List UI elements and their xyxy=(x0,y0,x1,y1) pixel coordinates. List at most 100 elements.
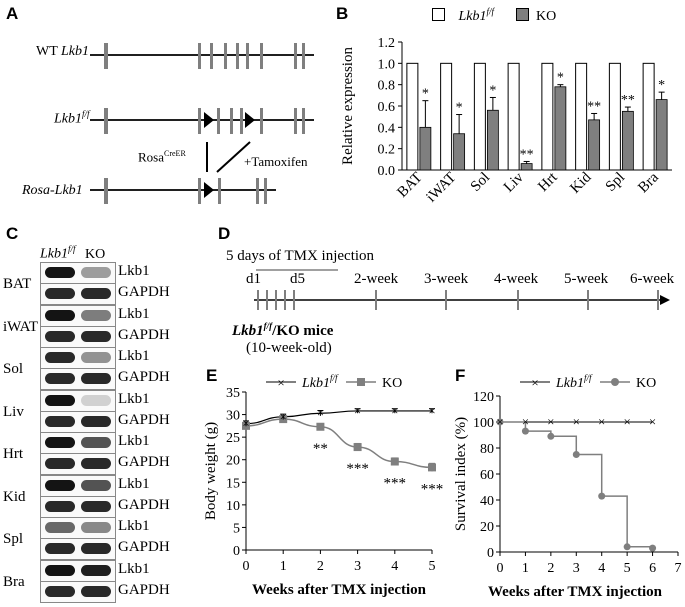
floxed-gene-line xyxy=(90,108,314,134)
y-tick-label: 10 xyxy=(226,499,240,514)
blot-header: Lkb1f/f KO xyxy=(40,244,106,262)
timeline-d5: d5 xyxy=(290,271,305,287)
deleted-gene-line xyxy=(90,178,276,204)
mice-age: (10-week-old) xyxy=(246,340,332,356)
point-ff: × xyxy=(354,403,361,418)
x-tick-label: 2 xyxy=(317,559,324,574)
x-axis-label: Weeks after TMX injection xyxy=(252,582,427,598)
blot-label-GAPDH: GAPDH xyxy=(118,496,170,513)
significance-Kid: ** xyxy=(587,99,601,114)
significance-Hrt: * xyxy=(557,71,564,86)
point-ko xyxy=(547,432,555,440)
y-tick-label: 35 xyxy=(226,386,240,401)
timeline-week-5: 5-week xyxy=(564,271,609,287)
significance-Liv: ** xyxy=(520,147,534,162)
blot-band-ff xyxy=(45,585,75,597)
blot-band-ko xyxy=(81,288,111,299)
legend-ko-marker xyxy=(357,378,365,386)
wt-label: WT Lkb1 xyxy=(36,44,90,59)
timeline-week-6: 6-week xyxy=(630,271,675,287)
y-axis-label: Body weight (g) xyxy=(203,422,219,520)
x-tick-label: 5 xyxy=(429,559,436,574)
category-label-Kid: Kid xyxy=(567,169,595,197)
legend-ko-label: KO xyxy=(536,8,557,24)
y-axis-label: Survival index (%) xyxy=(453,417,469,531)
x-axis-label: Weeks after TMX injection xyxy=(488,584,663,600)
tamoxifen-label: +Tamoxifen xyxy=(244,154,308,169)
blot-tissue-Liv: Liv xyxy=(3,403,24,420)
blot-band-ff xyxy=(45,267,75,278)
significance: *** xyxy=(384,476,407,492)
blot-band-ff xyxy=(45,479,75,491)
blot-band-ff xyxy=(45,543,75,554)
y-tick-label: 20 xyxy=(480,520,494,535)
x-tick-label: 2 xyxy=(547,561,554,576)
blot-tissue-Sol: Sol xyxy=(3,361,24,377)
category-label-Hrt: Hrt xyxy=(535,169,561,195)
point-ko xyxy=(390,457,399,466)
blot-Spl-Lkb1 xyxy=(40,517,116,539)
blot-Sol-GAPDH xyxy=(40,368,116,390)
bar-ko-Hrt xyxy=(554,86,567,171)
blot-band-ff xyxy=(45,522,75,533)
y-tick-label: 40 xyxy=(480,494,494,509)
blot-band-ko xyxy=(81,564,111,576)
x-tick-label: 1 xyxy=(522,561,529,576)
category-label-Sol: Sol xyxy=(468,170,493,195)
blot-Liv-Lkb1 xyxy=(40,389,116,412)
blot-Bra-Lkb1 xyxy=(40,559,116,582)
significance-BAT: * xyxy=(422,87,429,102)
blot-BAT-Lkb1 xyxy=(40,262,116,284)
blot-label-GAPDH: GAPDH xyxy=(118,454,170,470)
blot-tissue-Hrt: Hrt xyxy=(3,446,23,462)
y-tick-label: 0.4 xyxy=(378,121,396,136)
blot-label-GAPDH: GAPDH xyxy=(118,411,170,428)
blot-label-Lkb1: Lkb1 xyxy=(118,390,150,407)
blot-band-ko xyxy=(81,352,111,363)
panel-label-f: F xyxy=(455,366,466,385)
legend-ko-label: KO xyxy=(382,376,402,391)
blot-band-ko xyxy=(81,458,111,469)
y-tick-label: 60 xyxy=(480,468,494,483)
significance: *** xyxy=(421,481,444,497)
panel-label-e: E xyxy=(206,366,218,385)
panel-label-c: C xyxy=(6,224,19,243)
point-ko xyxy=(572,451,580,458)
blot-band-ff xyxy=(45,330,75,342)
blot-band-ko xyxy=(81,585,111,597)
blot-iWAT-Lkb1 xyxy=(40,304,116,327)
point-ko xyxy=(353,443,362,452)
point-ff: × xyxy=(428,403,435,418)
x-tick-label: 4 xyxy=(391,559,398,574)
y-tick-label: 0.6 xyxy=(378,100,396,115)
bar-ff-Liv xyxy=(507,62,520,171)
blot-label-Lkb1: Lkb1 xyxy=(118,263,150,279)
point-ff: × xyxy=(522,414,529,429)
bar-ff-BAT xyxy=(406,62,419,171)
series-line-ko xyxy=(245,418,433,469)
significance-Sol: * xyxy=(489,83,496,98)
x-tick-label: 0 xyxy=(497,561,504,576)
legend-ko-label: KO xyxy=(636,376,656,391)
blot-Bra-GAPDH xyxy=(40,580,116,603)
y-tick-label: 100 xyxy=(473,416,494,431)
point-ff: × xyxy=(598,414,605,429)
bar-ff-Bra xyxy=(642,62,655,171)
significance-iWAT: * xyxy=(456,101,463,116)
y-tick-label: 20 xyxy=(226,454,240,469)
significance-Bra: * xyxy=(658,78,665,93)
point-ko xyxy=(598,492,606,500)
blot-label-Lkb1: Lkb1 xyxy=(118,475,150,492)
point-ko xyxy=(496,418,504,426)
y-tick-label: 120 xyxy=(473,390,494,405)
legend-ff-marker: × xyxy=(531,375,538,390)
timeline-week-2: 2-week xyxy=(354,271,399,287)
category-label-Spl: Spl xyxy=(603,170,628,195)
blot-Kid-GAPDH xyxy=(40,495,116,518)
y-tick-label: 0.8 xyxy=(378,79,396,94)
significance-Spl: ** xyxy=(621,93,635,108)
point-ko xyxy=(521,427,529,435)
y-tick-label: 80 xyxy=(480,442,494,457)
panel-label-d: D xyxy=(218,224,231,243)
